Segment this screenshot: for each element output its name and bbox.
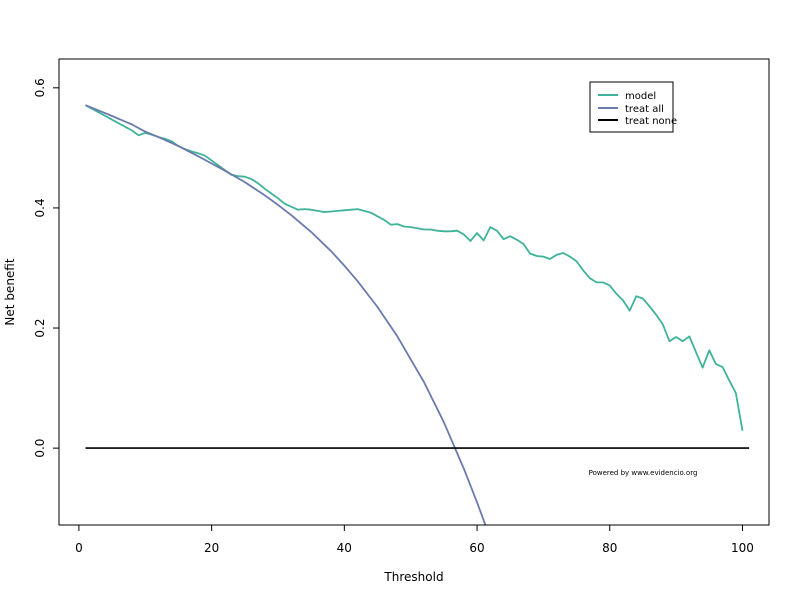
x-tick-label: 100: [731, 541, 754, 555]
plot-frame: [58, 58, 770, 526]
x-tick-label: 40: [337, 541, 352, 555]
y-tick-label: 0.6: [33, 78, 47, 97]
x-axis: 0 20 40 60 80 100: [75, 525, 754, 555]
x-tick-label: 0: [75, 541, 83, 555]
y-axis-title: Net benefit: [3, 258, 17, 325]
x-tick-label: 80: [602, 541, 617, 555]
y-tick-label: 0.2: [33, 318, 47, 337]
series-line-treat-all: [85, 104, 487, 525]
evidencio-watermark: Powered by www.evidencio.org: [589, 469, 698, 477]
legend: model treat all treat none: [589, 81, 677, 133]
y-axis: 0.0 0.2 0.4 0.6: [33, 78, 59, 458]
y-tick-label: 0.4: [33, 198, 47, 217]
series-line-model: [85, 104, 744, 431]
series-layer: [85, 104, 750, 525]
x-axis-title: Threshold: [383, 570, 443, 584]
x-tick-label: 60: [469, 541, 484, 555]
legend-label-model: model: [625, 91, 656, 102]
legend-label-treat-none: treat none: [625, 116, 677, 127]
legend-label-treat-all: treat all: [625, 104, 664, 115]
y-tick-label: 0.0: [33, 439, 47, 458]
x-tick-label: 20: [204, 541, 219, 555]
